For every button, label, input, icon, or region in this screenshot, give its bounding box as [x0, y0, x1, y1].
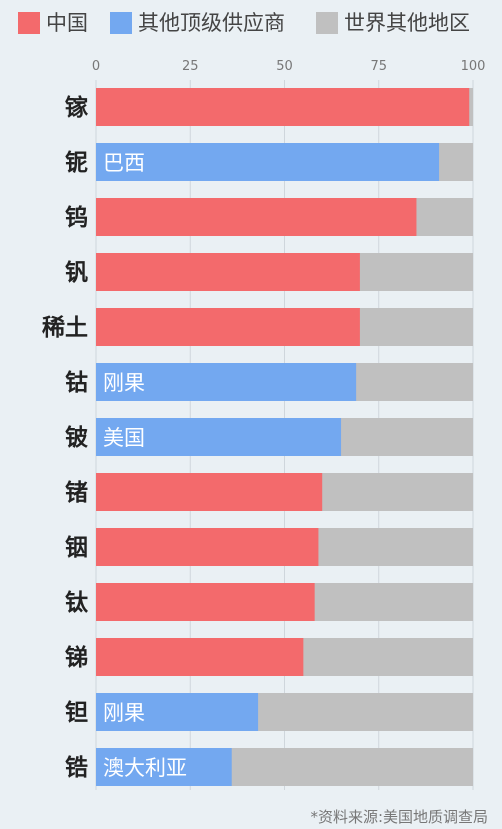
bar-top-supplier: [96, 583, 315, 621]
category-label: 钛: [65, 589, 89, 616]
category-label: 锆: [65, 755, 88, 781]
supplier-label: 美国: [103, 426, 145, 450]
category-label: 铟: [65, 534, 88, 561]
category-label: 锑: [65, 644, 88, 671]
bar-top-supplier: [96, 253, 360, 291]
legend-label-other-suppliers: 其他顶级供应商: [138, 11, 285, 35]
category-label: 钒: [65, 259, 88, 286]
bar-top-supplier: [96, 143, 440, 181]
category-label: 钽: [65, 700, 88, 726]
bar-top-supplier: [96, 198, 417, 236]
supplier-label: 巴西: [103, 151, 145, 175]
category-label: 钨: [65, 205, 88, 231]
supplier-label: 澳大利亚: [103, 756, 187, 780]
bar-top-supplier: [96, 473, 323, 511]
supplier-label: 刚果: [103, 371, 145, 395]
legend-swatch-china: [18, 12, 40, 34]
category-label: 稀土: [42, 314, 88, 341]
category-label: 锗: [65, 480, 88, 506]
category-label: 铍: [65, 424, 88, 451]
category-label: 镓: [65, 94, 89, 121]
bar-top-supplier: [96, 693, 259, 731]
legend: 中国 其他顶级供应商 世界其他地区: [0, 0, 502, 44]
x-tick-label-50: 50: [276, 59, 293, 74]
bar-top-supplier: [96, 528, 319, 566]
bar-top-supplier: [96, 638, 304, 676]
category-label: 铌: [65, 149, 88, 176]
bar-top-supplier: [96, 748, 232, 786]
bar-top-supplier: [96, 308, 360, 346]
legend-label-china: 中国: [46, 11, 88, 35]
x-tick-label-100: 100: [461, 59, 486, 74]
legend-swatch-rest-of-world: [316, 12, 338, 34]
x-tick-label-75: 75: [370, 59, 387, 74]
legend-label-rest-of-world: 世界其他地区: [344, 11, 470, 35]
x-tick-label-0: 0: [92, 59, 100, 74]
bar-top-supplier: [96, 418, 342, 456]
x-tick-label-25: 25: [182, 59, 199, 74]
bar-top-supplier: [96, 88, 470, 126]
bar-top-supplier: [96, 363, 357, 401]
source-note: *资料来源:美国地质调查局: [310, 808, 488, 826]
category-label: 钴: [65, 370, 88, 396]
legend-swatch-other-suppliers: [110, 12, 132, 34]
supplier-label: 刚果: [103, 701, 145, 725]
